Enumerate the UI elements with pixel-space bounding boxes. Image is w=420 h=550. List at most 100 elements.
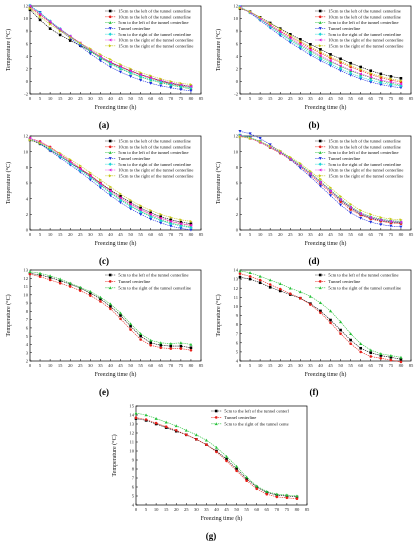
data-point — [389, 353, 393, 357]
data-point — [359, 72, 363, 76]
data-point — [78, 167, 82, 171]
data-point — [78, 285, 82, 289]
x-tick-label: 80 — [295, 507, 300, 512]
data-point — [299, 161, 302, 165]
data-point — [179, 222, 183, 226]
legend-label: 5cm to the right of the tunnel centerlin… — [118, 162, 191, 167]
data-point — [399, 86, 403, 90]
data-point — [298, 47, 302, 51]
data-point — [349, 338, 352, 342]
data-point — [174, 424, 178, 428]
y-tick-label: 12 — [129, 431, 134, 436]
data-point — [99, 52, 102, 56]
data-point — [78, 164, 82, 168]
data-point — [399, 360, 403, 364]
data-point — [48, 278, 52, 282]
y-tick-label: 4 — [26, 196, 29, 201]
data-point — [118, 64, 122, 68]
x-tick-label: 40 — [214, 507, 219, 512]
data-point — [318, 301, 323, 305]
data-point — [268, 144, 272, 148]
data-point — [389, 75, 393, 78]
data-point — [48, 146, 52, 150]
x-tick-label: 65 — [158, 232, 163, 237]
data-point — [28, 138, 32, 142]
data-point — [339, 194, 343, 198]
data-point — [118, 201, 123, 205]
data-point — [295, 494, 299, 498]
data-point — [129, 201, 132, 204]
data-point — [149, 208, 153, 212]
data-point — [318, 57, 323, 61]
data-point — [88, 178, 92, 182]
x-tick-label: 30 — [298, 232, 303, 237]
data-point — [349, 61, 352, 65]
legend-marker — [108, 9, 112, 13]
data-point — [349, 205, 352, 209]
data-point — [58, 281, 62, 285]
x-axis-label: Freezing time (h) — [201, 515, 243, 522]
data-point — [308, 53, 312, 57]
data-point — [179, 344, 183, 348]
x-tick-label: 60 — [358, 96, 363, 101]
legend-label: Tunnel centerline — [328, 279, 360, 284]
y-tick-label: 8 — [26, 309, 29, 314]
data-point — [159, 212, 163, 216]
y-tick-label: 12 — [23, 134, 28, 139]
data-point — [78, 44, 82, 48]
x-tick-label: 15 — [268, 363, 273, 368]
y-tick-label: 12 — [23, 4, 28, 9]
x-tick-label: 15 — [58, 232, 63, 237]
data-point — [98, 59, 102, 63]
x-tick-label: 20 — [68, 96, 73, 101]
data-point — [275, 495, 279, 499]
y-tick-label: 11 — [234, 295, 239, 300]
data-point — [275, 492, 279, 496]
x-tick-label: 75 — [179, 96, 184, 101]
x-tick-label: 30 — [194, 507, 199, 512]
data-point — [108, 60, 112, 64]
data-point — [379, 215, 383, 220]
data-point — [285, 496, 289, 500]
data-point — [89, 47, 92, 51]
x-tick-label: 10 — [258, 363, 263, 368]
data-point — [58, 156, 62, 160]
legend-marker — [108, 27, 112, 30]
chart-panel: 0 5 10 15 20 25 30 35 40 45 50 55 60 65 70 75 80 85 4 5 6 7 8 9… — [108, 402, 313, 525]
data-point — [48, 20, 52, 24]
y-tick-label: -2 — [234, 92, 239, 97]
y-axis-label: Temperature (°C) — [215, 162, 222, 204]
legend-label: 5cm to the right of the tunnel cente — [224, 421, 288, 426]
data-point — [359, 75, 363, 79]
data-point — [28, 270, 32, 273]
series — [28, 138, 193, 223]
x-tick-label: 25 — [78, 363, 83, 368]
series — [134, 417, 299, 499]
data-point — [68, 285, 72, 288]
x-tick-label: 35 — [308, 363, 313, 368]
data-point — [268, 23, 272, 28]
legend-label: 5cm to the right of the tunnel centerlin… — [328, 32, 401, 37]
y-tick-label: 10 — [233, 304, 238, 309]
data-point — [99, 297, 102, 301]
legend-marker — [318, 174, 322, 178]
data-point — [359, 342, 363, 346]
x-tick-label: 60 — [148, 363, 153, 368]
series — [28, 270, 193, 346]
series — [28, 272, 193, 350]
y-tick-label: 6 — [26, 326, 29, 331]
x-tick-label: 10 — [48, 96, 53, 101]
data-point — [169, 215, 173, 220]
legend-label: 15cm to the right of the tunnel centerli… — [118, 43, 193, 48]
data-point — [129, 324, 132, 328]
data-point — [189, 219, 193, 223]
data-point — [48, 276, 52, 279]
data-point — [169, 219, 173, 223]
data-point — [189, 348, 193, 352]
data-point — [159, 221, 163, 225]
legend-marker — [318, 157, 322, 160]
data-point — [359, 65, 363, 69]
data-point — [169, 347, 173, 350]
data-point — [349, 208, 352, 211]
data-point — [118, 70, 123, 74]
